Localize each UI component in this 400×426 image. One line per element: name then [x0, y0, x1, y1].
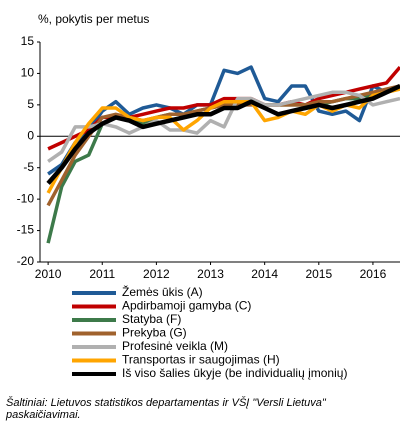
x-tick-label: 2013: [197, 267, 224, 281]
y-tick-label: -20: [17, 254, 35, 268]
source-note: Šaltiniai: Lietuvos statistikos departam…: [6, 397, 326, 421]
y-tick-label: 5: [27, 97, 34, 111]
legend-label: Prekyba (G): [122, 326, 187, 340]
x-tick-label: 2012: [143, 267, 170, 281]
y-axis-label: %, pokytis per metus: [38, 12, 149, 26]
chart: %, pokytis per metus 151050-5-10-15-2020…: [17, 12, 400, 380]
y-tick-label: -5: [23, 160, 34, 174]
y-tick-label: -15: [17, 223, 35, 237]
x-tick-label: 2014: [251, 267, 278, 281]
x-tick-label: 2010: [35, 267, 62, 281]
y-tick-label: 0: [27, 128, 34, 142]
x-tick-label: 2011: [89, 267, 115, 281]
y-tick-label: 10: [21, 66, 35, 80]
series-line: [46, 83, 400, 185]
series-line: [47, 90, 400, 163]
series-line: [46, 84, 400, 207]
legend-label: Statyba (F): [122, 312, 181, 326]
legend-label: Iš viso šalies ūkyje (be individualių įm…: [122, 366, 347, 380]
y-tick-label: -10: [17, 191, 35, 205]
x-tick-label: 2016: [360, 267, 387, 281]
legend-label: Apdirbamoji gamyba (C): [122, 299, 251, 313]
legend-label: Žemės ūkis (A): [122, 284, 203, 299]
legend-label: Profesinė veikla (M): [122, 339, 228, 353]
y-tick-label: 15: [21, 34, 35, 48]
legend-label: Transportas ir saugojimas (H): [122, 353, 280, 367]
x-tick-label: 2015: [305, 267, 332, 281]
